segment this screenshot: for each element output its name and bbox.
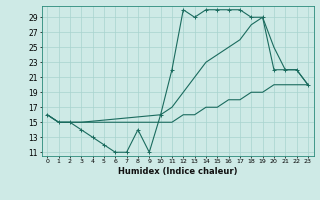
X-axis label: Humidex (Indice chaleur): Humidex (Indice chaleur) [118, 167, 237, 176]
